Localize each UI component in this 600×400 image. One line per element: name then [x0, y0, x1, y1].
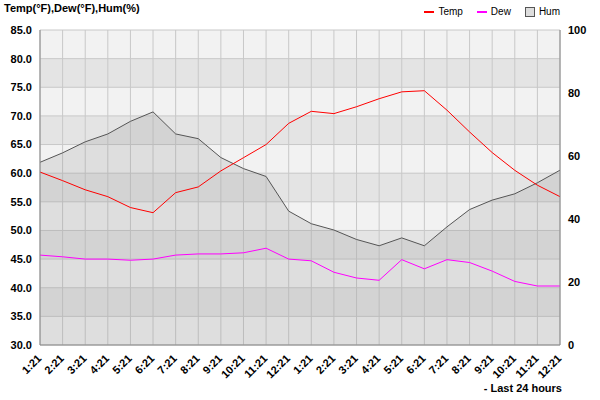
svg-text:11:21: 11:21	[242, 352, 270, 380]
svg-text:70.0: 70.0	[11, 110, 32, 122]
svg-text:75.0: 75.0	[11, 81, 32, 93]
svg-text:40: 40	[568, 213, 580, 225]
svg-text:8:21: 8:21	[449, 352, 473, 376]
svg-text:85.0: 85.0	[11, 24, 32, 36]
svg-text:100: 100	[568, 24, 586, 36]
svg-text:8:21: 8:21	[178, 352, 202, 376]
svg-text:6:21: 6:21	[404, 352, 428, 376]
html-text:Hum: Hum	[538, 6, 560, 17]
svg-text:40.0: 40.0	[11, 282, 32, 294]
svg-text:4:21: 4:21	[359, 352, 383, 376]
svg-text:4:21: 4:21	[87, 352, 111, 376]
svg-text:2:21: 2:21	[313, 352, 337, 376]
svg-text:80: 80	[568, 87, 580, 99]
svg-text:60: 60	[568, 150, 580, 162]
svg-text:1:21: 1:21	[19, 352, 43, 376]
svg-text:11:21: 11:21	[513, 352, 541, 380]
svg-text:3:21: 3:21	[336, 352, 360, 376]
svg-text:5:21: 5:21	[381, 352, 405, 376]
svg-text:60.0: 60.0	[11, 167, 32, 179]
svg-text:35.0: 35.0	[11, 310, 32, 322]
svg-text:9:21: 9:21	[200, 352, 225, 376]
svg-text:20: 20	[568, 276, 580, 288]
svg-text:45.0: 45.0	[11, 253, 32, 265]
svg-text:10:21: 10:21	[490, 352, 518, 380]
svg-text:12:21: 12:21	[264, 352, 292, 380]
svg-text:5:21: 5:21	[110, 352, 134, 376]
svg-text:12:21: 12:21	[535, 352, 563, 380]
svg-text:80.0: 80.0	[11, 53, 32, 65]
svg-text:7:21: 7:21	[426, 352, 450, 376]
html-text:Dew: Dew	[490, 6, 511, 17]
svg-text:55.0: 55.0	[11, 196, 32, 208]
html-text:- Last 24 hours: - Last 24 hours	[483, 382, 562, 394]
html-text:Temp(°F),Dew(°F),Hum(%): Temp(°F),Dew(°F),Hum(%)	[4, 2, 140, 14]
svg-text:1:21: 1:21	[291, 352, 315, 376]
svg-text:10:21: 10:21	[219, 352, 247, 380]
svg-text:0: 0	[568, 339, 574, 351]
svg-text:2:21: 2:21	[42, 352, 66, 376]
svg-text:6:21: 6:21	[132, 352, 156, 376]
svg-text:50.0: 50.0	[11, 224, 32, 236]
svg-text:3:21: 3:21	[65, 352, 89, 376]
svg-text:65.0: 65.0	[11, 138, 32, 150]
svg-text:30.0: 30.0	[11, 339, 32, 351]
svg-text:9:21: 9:21	[471, 352, 496, 376]
html-text:Temp: Temp	[438, 6, 463, 17]
svg-text:7:21: 7:21	[155, 352, 179, 376]
